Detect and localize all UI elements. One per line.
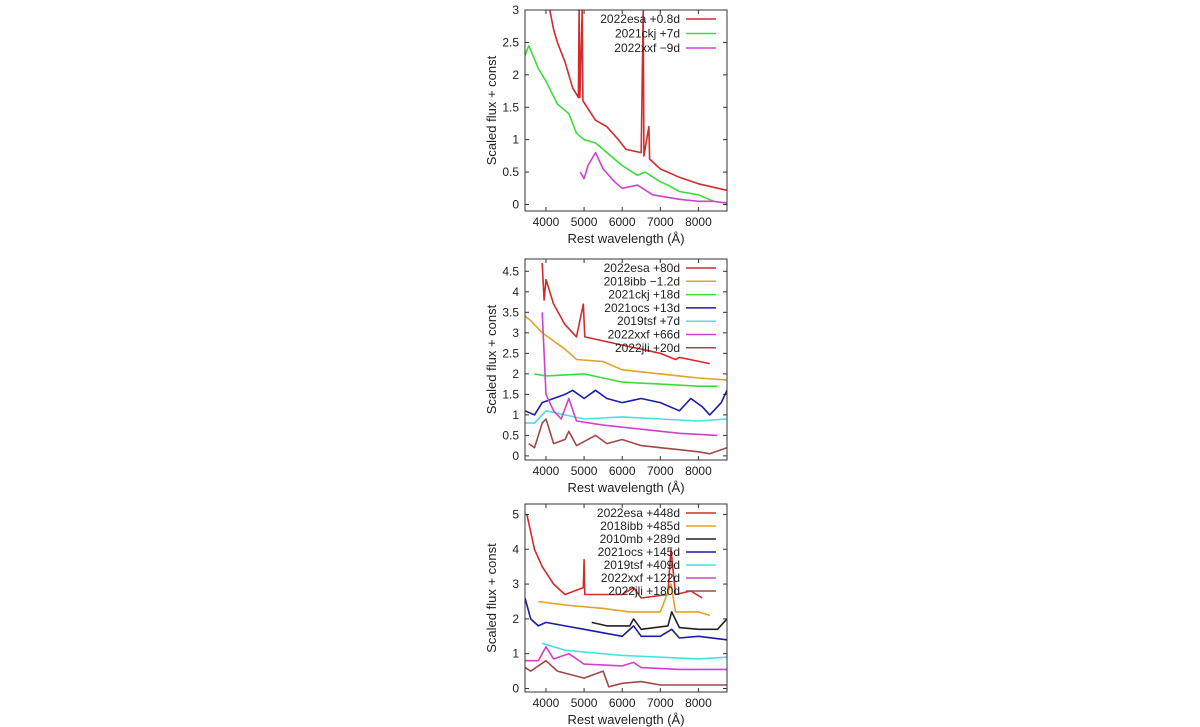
y-tick-label: 0.5 (502, 165, 519, 179)
y-axis-label: Scaled flux + const (484, 543, 499, 653)
y-tick-label: 2 (512, 68, 519, 82)
plot-frame (524, 503, 728, 693)
y-axis-label: Scaled flux + const (484, 55, 499, 165)
x-tick-label: 4000 (533, 464, 560, 478)
plot-frame (524, 258, 728, 461)
legend-label: 2021ocs +145d (598, 545, 680, 559)
series-line-2021ckj (534, 373, 718, 388)
legend-label: 2019tsf +7d (617, 314, 680, 328)
series-line-2022xxf (541, 312, 718, 437)
y-tick-label: 0.5 (502, 428, 519, 442)
y-tick-label: 1.5 (502, 100, 519, 114)
legend-label: 2022esa +80d (604, 261, 680, 275)
x-tick-label: 4000 (533, 696, 560, 710)
y-tick-label: 3 (512, 577, 519, 591)
y-tick-label: 4.5 (502, 264, 519, 278)
y-tick-label: 1 (512, 133, 519, 147)
series-line-2022jli (525, 659, 727, 688)
x-tick-label: 5000 (571, 696, 598, 710)
y-tick-label: 0 (512, 449, 519, 463)
x-tick-label: 6000 (609, 464, 636, 478)
x-tick-label: 7000 (647, 696, 674, 710)
y-tick-label: 3.5 (502, 305, 519, 319)
x-tick-label: 5000 (571, 464, 598, 478)
x-tick-label: 8000 (685, 696, 712, 710)
series-line-2022esa (549, 10, 727, 192)
y-tick-label: 4 (512, 285, 519, 299)
y-tick-label: 2 (512, 612, 519, 626)
x-tick-label: 7000 (647, 215, 674, 229)
series-group (525, 10, 727, 204)
y-axis-label: Scaled flux + const (484, 304, 499, 414)
series-line-2022xxf (525, 645, 727, 671)
x-axis-label: Rest wavelength (Å) (567, 231, 684, 246)
legend-label: 2022esa +0.8d (600, 12, 680, 26)
series-line-2021ocs (525, 389, 727, 416)
panel-2: 4000 5000 6000 7000 8000 0 0.5 1 1.5 2 2.5 3 3.5 4 4.5… (484, 258, 728, 495)
series-group (525, 514, 727, 688)
y-tick-label: 1 (512, 647, 519, 661)
series-line-2018ibb (525, 315, 727, 381)
legend-label: 2019tsf +409d (604, 558, 680, 572)
legend-label: 2021ckj +7d (615, 27, 680, 41)
legend-label: 2018ibb −1.2d (604, 274, 680, 288)
series-line-2021ocs (525, 597, 727, 641)
series-line-2019tsf (525, 409, 727, 424)
y-tick-label: 3 (512, 3, 519, 17)
x-axis-label: Rest wavelength (Å) (567, 480, 684, 495)
legend-label: 2010mb +289d (600, 532, 680, 546)
series-line-2010mb (591, 611, 727, 631)
series-line-2018ibb (538, 583, 711, 617)
y-tick-label: 3 (512, 326, 519, 340)
x-tick-label: 6000 (609, 696, 636, 710)
legend-label: 2021ocs +13d (604, 301, 680, 315)
series-line-2022xxf (579, 151, 727, 204)
x-tick-label: 7000 (647, 464, 674, 478)
legend-label: 2018ibb +485d (600, 519, 680, 533)
x-tick-label: 8000 (685, 215, 712, 229)
y-tick-label: 2.5 (502, 35, 519, 49)
legend-label: 2022jli +180d (608, 584, 680, 598)
x-tick-label: 5000 (571, 215, 598, 229)
series-line-2022esa (526, 514, 703, 599)
y-tick-label: 1 (512, 408, 519, 422)
y-tick-label: 2.5 (502, 346, 519, 360)
legend-label: 2022xxf +66d (608, 328, 680, 342)
y-tick-label: 0 (512, 198, 519, 212)
series-group (525, 263, 727, 455)
x-axis-label: Rest wavelength (Å) (567, 712, 684, 727)
panel-3: 4000 5000 6000 7000 8000 0 1 2 3 4 5 Rest wavelengt… (484, 503, 728, 727)
y-tick-label: 4 (512, 542, 519, 556)
series-line-2021ckj (525, 44, 715, 203)
y-tick-label: 2 (512, 367, 519, 381)
series-line-2019tsf (541, 642, 727, 660)
y-tick-label: 0 (512, 682, 519, 696)
legend-label: 2022jli +20d (615, 341, 680, 355)
x-tick-label: 6000 (609, 215, 636, 229)
x-tick-label: 8000 (685, 464, 712, 478)
y-tick-label: 5 (512, 507, 519, 521)
legend-label: 2021ckj +18d (608, 288, 680, 302)
series-line-2022jli (528, 418, 727, 455)
x-tick-label: 4000 (533, 215, 560, 229)
legend-label: 2022xxf −9d (614, 41, 680, 55)
y-tick-label: 1.5 (502, 387, 519, 401)
plot-frame (524, 9, 728, 212)
legend-label: 2022xxf +122d (601, 571, 680, 585)
legend-label: 2022esa +448d (597, 506, 680, 520)
panel-1: 4000 5000 6000 7000 8000 0 0.5 1 1.5 2 2.5 3 Rest wa… (484, 3, 728, 246)
series-line-2022esa (541, 263, 710, 365)
